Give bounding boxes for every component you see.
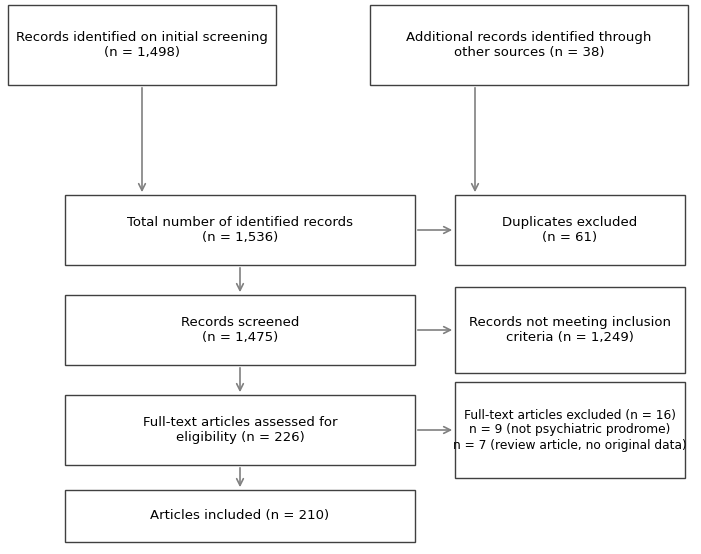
Text: Additional records identified through
other sources (n = 38): Additional records identified through ot…: [407, 31, 652, 59]
Text: Records screened
(n = 1,475): Records screened (n = 1,475): [181, 316, 299, 344]
Text: Records identified on initial screening
(n = 1,498): Records identified on initial screening …: [16, 31, 268, 59]
Text: Duplicates excluded
(n = 61): Duplicates excluded (n = 61): [503, 216, 638, 244]
Text: Total number of identified records
(n = 1,536): Total number of identified records (n = …: [127, 216, 353, 244]
FancyBboxPatch shape: [65, 295, 415, 365]
FancyBboxPatch shape: [65, 195, 415, 265]
FancyBboxPatch shape: [65, 395, 415, 465]
FancyBboxPatch shape: [65, 490, 415, 542]
Text: Records not meeting inclusion
criteria (n = 1,249): Records not meeting inclusion criteria (…: [469, 316, 671, 344]
FancyBboxPatch shape: [8, 5, 276, 85]
Text: Articles included (n = 210): Articles included (n = 210): [151, 510, 329, 522]
Text: Full-text articles assessed for
eligibility (n = 226): Full-text articles assessed for eligibil…: [143, 416, 337, 444]
FancyBboxPatch shape: [455, 287, 685, 373]
FancyBboxPatch shape: [455, 195, 685, 265]
Text: Full-text articles excluded (n = 16)
n = 9 (not psychiatric prodrome)
n = 7 (rev: Full-text articles excluded (n = 16) n =…: [453, 408, 687, 452]
FancyBboxPatch shape: [455, 382, 685, 478]
FancyBboxPatch shape: [370, 5, 688, 85]
